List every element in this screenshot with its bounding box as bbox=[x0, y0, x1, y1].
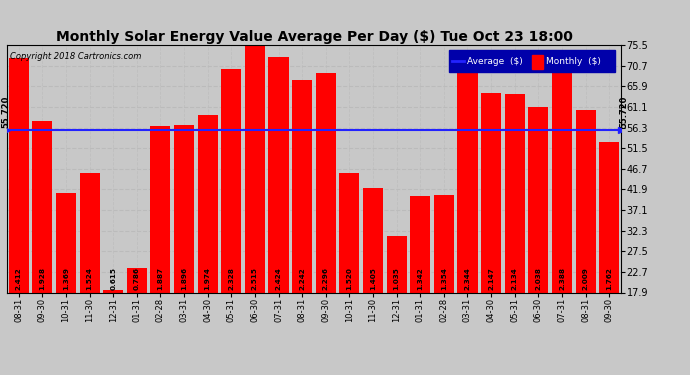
Text: 1.035: 1.035 bbox=[393, 267, 400, 290]
Title: Monthly Solar Energy Value Average Per Day ($) Tue Oct 23 18:00: Monthly Solar Energy Value Average Per D… bbox=[55, 30, 573, 44]
Text: 2.388: 2.388 bbox=[559, 267, 565, 290]
Text: 2.009: 2.009 bbox=[582, 267, 589, 290]
Bar bbox=[150, 126, 170, 292]
Text: 1.896: 1.896 bbox=[181, 267, 187, 290]
Text: 0.786: 0.786 bbox=[134, 267, 140, 290]
Text: 1.887: 1.887 bbox=[157, 267, 164, 290]
Text: 2.038: 2.038 bbox=[535, 267, 542, 290]
Text: 2.147: 2.147 bbox=[488, 268, 494, 290]
Text: 2.344: 2.344 bbox=[464, 268, 471, 290]
Text: Monthly  ($): Monthly ($) bbox=[546, 57, 601, 66]
Bar bbox=[245, 45, 265, 292]
Bar bbox=[363, 188, 383, 292]
Bar bbox=[174, 125, 194, 292]
Text: 1.762: 1.762 bbox=[607, 267, 612, 290]
Text: 1.520: 1.520 bbox=[346, 267, 353, 290]
Bar bbox=[386, 236, 406, 292]
FancyBboxPatch shape bbox=[532, 55, 543, 69]
Bar bbox=[599, 142, 619, 292]
Bar bbox=[552, 62, 572, 292]
Text: Copyright 2018 Cartronics.com: Copyright 2018 Cartronics.com bbox=[10, 53, 141, 62]
Text: 2.134: 2.134 bbox=[512, 268, 518, 290]
Text: 2.242: 2.242 bbox=[299, 268, 305, 290]
Bar bbox=[9, 58, 29, 292]
Bar bbox=[197, 115, 218, 292]
Bar bbox=[221, 69, 242, 292]
Text: 1.342: 1.342 bbox=[417, 268, 423, 290]
Text: Average  ($): Average ($) bbox=[468, 57, 523, 66]
Bar bbox=[103, 290, 124, 292]
Bar bbox=[410, 196, 431, 292]
Bar bbox=[56, 193, 76, 292]
Text: 55.720: 55.720 bbox=[619, 96, 628, 128]
Bar bbox=[32, 121, 52, 292]
Bar bbox=[457, 67, 477, 292]
Text: 1.928: 1.928 bbox=[39, 267, 46, 290]
Bar bbox=[504, 94, 525, 292]
Text: 2.328: 2.328 bbox=[228, 267, 235, 290]
Bar bbox=[127, 268, 147, 292]
Text: 2.296: 2.296 bbox=[323, 267, 328, 290]
Text: 1.354: 1.354 bbox=[441, 267, 447, 290]
Text: 0.615: 0.615 bbox=[110, 267, 116, 290]
Bar bbox=[316, 74, 336, 292]
Bar bbox=[292, 80, 312, 292]
Text: 1.524: 1.524 bbox=[86, 267, 92, 290]
FancyBboxPatch shape bbox=[449, 50, 615, 72]
Text: 2.515: 2.515 bbox=[252, 267, 258, 290]
Text: 55.720: 55.720 bbox=[1, 96, 10, 128]
Text: 2.424: 2.424 bbox=[275, 268, 282, 290]
Text: 1.974: 1.974 bbox=[205, 267, 210, 290]
Bar bbox=[79, 173, 99, 292]
Text: 2.412: 2.412 bbox=[16, 268, 21, 290]
Bar bbox=[481, 93, 501, 292]
Text: 1.405: 1.405 bbox=[370, 267, 376, 290]
Bar bbox=[268, 57, 288, 292]
Bar bbox=[434, 195, 454, 292]
Bar bbox=[339, 174, 359, 292]
Text: 1.369: 1.369 bbox=[63, 267, 69, 290]
Bar bbox=[575, 111, 595, 292]
Bar bbox=[529, 107, 549, 292]
